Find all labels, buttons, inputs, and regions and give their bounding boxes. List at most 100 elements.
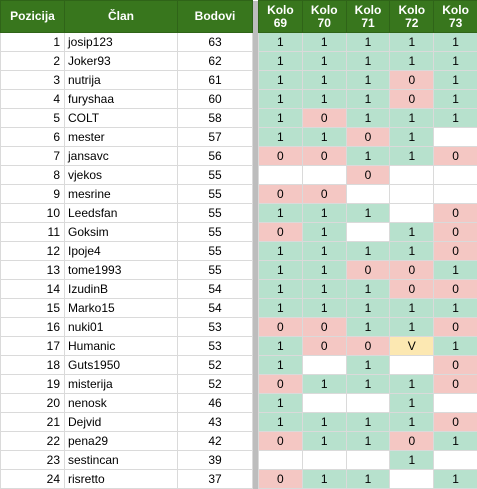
position-cell[interactable]: 18 (0, 355, 65, 375)
header-kolo-73[interactable]: Kolo 73 (433, 0, 477, 33)
kolo-result-cell[interactable]: 0 (433, 241, 477, 261)
member-name-cell[interactable]: jansavc (64, 146, 178, 166)
points-cell[interactable]: 56 (177, 146, 253, 166)
header-kolo-71[interactable]: Kolo 71 (345, 0, 391, 33)
kolo-result-cell[interactable]: 1 (389, 222, 435, 242)
kolo-result-cell[interactable]: 0 (389, 70, 435, 90)
kolo-result-cell[interactable] (258, 450, 303, 470)
member-name-cell[interactable]: sestincan (64, 450, 178, 470)
kolo-result-cell[interactable]: 1 (301, 241, 347, 261)
position-cell[interactable]: 23 (0, 450, 65, 470)
kolo-result-cell[interactable]: 1 (433, 298, 477, 318)
kolo-result-cell[interactable]: 0 (301, 317, 347, 337)
kolo-result-cell[interactable]: 0 (389, 89, 435, 109)
kolo-result-cell[interactable]: 1 (389, 146, 435, 166)
kolo-result-cell[interactable] (433, 184, 477, 204)
kolo-result-cell[interactable]: 0 (433, 317, 477, 337)
kolo-result-cell[interactable] (433, 127, 477, 147)
position-cell[interactable]: 2 (0, 51, 65, 71)
kolo-result-cell[interactable] (389, 184, 435, 204)
kolo-result-cell[interactable] (389, 355, 435, 375)
position-cell[interactable]: 7 (0, 146, 65, 166)
header-pozicija[interactable]: Pozicija (0, 0, 65, 33)
kolo-result-cell[interactable]: 1 (433, 336, 477, 356)
kolo-result-cell[interactable]: 1 (301, 203, 347, 223)
points-cell[interactable]: 60 (177, 89, 253, 109)
header-kolo-72[interactable]: Kolo 72 (389, 0, 435, 33)
kolo-result-cell[interactable]: 0 (301, 146, 347, 166)
kolo-result-cell[interactable]: 1 (301, 279, 347, 299)
kolo-result-cell[interactable] (301, 450, 347, 470)
kolo-result-cell[interactable]: 1 (433, 70, 477, 90)
member-name-cell[interactable]: Ipoje4 (64, 241, 178, 261)
kolo-result-cell[interactable]: 0 (433, 203, 477, 223)
kolo-result-cell[interactable]: 1 (389, 412, 435, 432)
member-name-cell[interactable]: misterija (64, 374, 178, 394)
kolo-result-cell[interactable]: 1 (258, 260, 303, 280)
kolo-result-cell[interactable] (345, 393, 391, 413)
kolo-result-cell[interactable] (433, 393, 477, 413)
kolo-result-cell[interactable]: 1 (345, 355, 391, 375)
kolo-result-cell[interactable] (345, 222, 391, 242)
member-name-cell[interactable]: vjekos (64, 165, 178, 185)
kolo-result-cell[interactable]: 0 (433, 355, 477, 375)
points-cell[interactable]: 58 (177, 108, 253, 128)
kolo-result-cell[interactable]: 1 (345, 203, 391, 223)
points-cell[interactable]: 54 (177, 279, 253, 299)
points-cell[interactable]: 63 (177, 32, 253, 52)
kolo-result-cell[interactable]: 1 (301, 412, 347, 432)
member-name-cell[interactable]: IzudinB (64, 279, 178, 299)
points-cell[interactable]: 42 (177, 431, 253, 451)
kolo-result-cell[interactable]: 1 (345, 70, 391, 90)
member-name-cell[interactable]: COLT (64, 108, 178, 128)
kolo-result-cell[interactable]: 1 (301, 89, 347, 109)
kolo-result-cell[interactable]: 1 (258, 393, 303, 413)
kolo-result-cell[interactable]: 1 (345, 298, 391, 318)
kolo-result-cell[interactable]: 0 (258, 146, 303, 166)
kolo-result-cell[interactable]: 0 (301, 108, 347, 128)
kolo-result-cell[interactable]: 1 (433, 32, 477, 52)
member-name-cell[interactable]: tome1993 (64, 260, 178, 280)
points-cell[interactable]: 61 (177, 70, 253, 90)
member-name-cell[interactable]: furyshaa (64, 89, 178, 109)
kolo-result-cell[interactable]: 1 (433, 108, 477, 128)
kolo-result-cell[interactable]: 1 (389, 241, 435, 261)
header-kolo-69[interactable]: Kolo 69 (258, 0, 303, 33)
kolo-result-cell[interactable]: 1 (345, 108, 391, 128)
kolo-result-cell[interactable]: 1 (345, 431, 391, 451)
kolo-result-cell[interactable]: 0 (345, 165, 391, 185)
kolo-result-cell[interactable]: 1 (389, 108, 435, 128)
kolo-result-cell[interactable]: 1 (345, 32, 391, 52)
position-cell[interactable]: 17 (0, 336, 65, 356)
position-cell[interactable]: 5 (0, 108, 65, 128)
kolo-result-cell[interactable]: 1 (258, 355, 303, 375)
position-cell[interactable]: 19 (0, 374, 65, 394)
kolo-result-cell[interactable] (301, 165, 347, 185)
kolo-result-cell[interactable]: 0 (433, 146, 477, 166)
header-bodovi[interactable]: Bodovi (177, 0, 253, 33)
kolo-result-cell[interactable]: 1 (301, 469, 347, 489)
points-cell[interactable]: 55 (177, 241, 253, 261)
points-cell[interactable]: 55 (177, 260, 253, 280)
member-name-cell[interactable]: Dejvid (64, 412, 178, 432)
kolo-result-cell[interactable] (389, 203, 435, 223)
position-cell[interactable]: 11 (0, 222, 65, 242)
header-clan[interactable]: Član (64, 0, 178, 33)
points-cell[interactable]: 39 (177, 450, 253, 470)
kolo-result-cell[interactable]: 0 (389, 260, 435, 280)
member-name-cell[interactable]: Marko15 (64, 298, 178, 318)
kolo-result-cell[interactable]: 1 (433, 469, 477, 489)
kolo-result-cell[interactable]: 1 (258, 279, 303, 299)
member-name-cell[interactable]: pena29 (64, 431, 178, 451)
kolo-result-cell[interactable]: 1 (345, 241, 391, 261)
member-name-cell[interactable]: risretto (64, 469, 178, 489)
points-cell[interactable]: 52 (177, 374, 253, 394)
member-name-cell[interactable]: Humanic (64, 336, 178, 356)
kolo-result-cell[interactable]: 1 (301, 70, 347, 90)
kolo-result-cell[interactable]: 1 (258, 203, 303, 223)
points-cell[interactable]: 55 (177, 222, 253, 242)
kolo-result-cell[interactable]: 0 (433, 412, 477, 432)
position-cell[interactable]: 8 (0, 165, 65, 185)
kolo-result-cell[interactable]: 0 (345, 127, 391, 147)
kolo-result-cell[interactable]: 1 (345, 469, 391, 489)
